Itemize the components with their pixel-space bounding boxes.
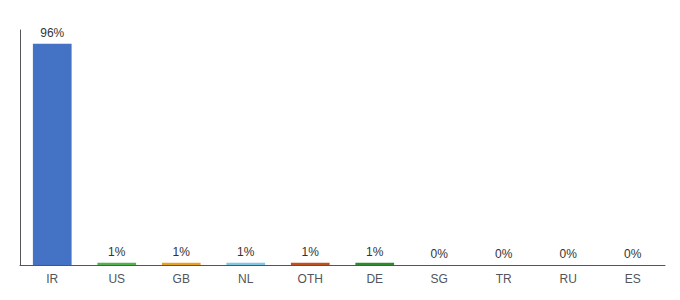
svg-text:1%: 1% — [302, 245, 320, 259]
svg-text:1%: 1% — [237, 245, 255, 259]
svg-text:OTH: OTH — [298, 272, 323, 286]
svg-text:SG: SG — [431, 272, 448, 286]
svg-text:TR: TR — [496, 272, 512, 286]
svg-text:0%: 0% — [560, 247, 578, 261]
svg-text:RU: RU — [560, 272, 577, 286]
svg-text:US: US — [108, 272, 125, 286]
svg-text:ES: ES — [625, 272, 641, 286]
svg-text:GB: GB — [173, 272, 190, 286]
svg-text:1%: 1% — [366, 245, 384, 259]
svg-text:NL: NL — [238, 272, 254, 286]
svg-text:IR: IR — [46, 272, 58, 286]
svg-text:0%: 0% — [431, 247, 449, 261]
svg-text:0%: 0% — [624, 247, 642, 261]
svg-text:1%: 1% — [108, 245, 126, 259]
svg-text:0%: 0% — [495, 247, 513, 261]
svg-text:DE: DE — [366, 272, 383, 286]
svg-text:1%: 1% — [173, 245, 191, 259]
svg-text:96%: 96% — [40, 26, 64, 40]
